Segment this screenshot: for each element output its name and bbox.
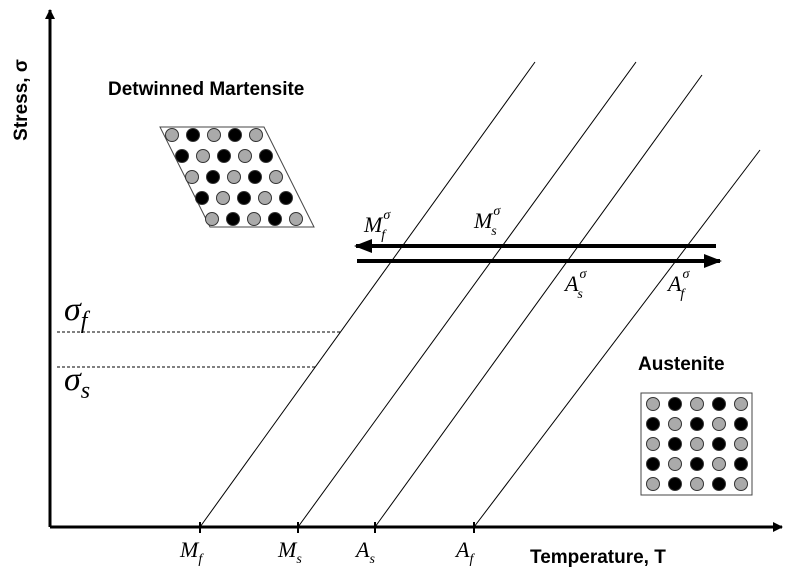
atom <box>228 171 241 184</box>
diagram: Stress, σ Temperature, T σf σs Mf Ms As … <box>0 0 789 573</box>
atom <box>713 418 726 431</box>
atom <box>735 478 748 491</box>
atom <box>208 129 221 142</box>
temp-label: Ms <box>277 537 302 567</box>
atom <box>691 458 704 471</box>
atom <box>713 458 726 471</box>
atom <box>647 398 660 411</box>
atom <box>250 129 263 142</box>
atom <box>735 398 748 411</box>
atom <box>218 150 231 163</box>
atom <box>713 398 726 411</box>
atom <box>647 478 660 491</box>
atom <box>647 458 660 471</box>
atom <box>207 171 220 184</box>
stress-label: σs <box>64 361 90 404</box>
atom <box>270 171 283 184</box>
atom <box>197 150 210 163</box>
phase-label: Detwinned Martensite <box>108 79 304 100</box>
atom <box>735 458 748 471</box>
temp-label: As <box>354 537 375 567</box>
atom <box>669 418 682 431</box>
atom <box>713 438 726 451</box>
atom <box>248 213 261 226</box>
atom <box>239 150 252 163</box>
x-axis-label: Temperature, T <box>530 547 666 568</box>
atom <box>647 418 660 431</box>
atom <box>196 192 209 205</box>
atom <box>647 438 660 451</box>
stress-label: σf <box>64 291 91 334</box>
atom <box>166 129 179 142</box>
atom <box>735 418 748 431</box>
atom <box>669 478 682 491</box>
ms-line <box>298 62 636 527</box>
atom <box>669 398 682 411</box>
atom <box>691 418 704 431</box>
atom <box>206 213 219 226</box>
atom <box>229 129 242 142</box>
atom <box>669 438 682 451</box>
atom <box>249 171 262 184</box>
atom <box>186 171 199 184</box>
atom <box>691 398 704 411</box>
temp-label: Mf <box>179 537 204 567</box>
phase-label: Austenite <box>638 354 725 375</box>
atom <box>238 192 251 205</box>
atom <box>713 478 726 491</box>
atom <box>669 458 682 471</box>
atom <box>290 213 303 226</box>
atom <box>187 129 200 142</box>
atom <box>691 478 704 491</box>
temp-label: Af <box>454 537 475 567</box>
atom <box>691 438 704 451</box>
atom <box>217 192 230 205</box>
atom <box>176 150 189 163</box>
atom <box>260 150 273 163</box>
y-axis-label: Stress, σ <box>11 59 32 141</box>
atom <box>259 192 272 205</box>
atom <box>735 438 748 451</box>
atom <box>269 213 282 226</box>
atom <box>227 213 240 226</box>
atom <box>280 192 293 205</box>
